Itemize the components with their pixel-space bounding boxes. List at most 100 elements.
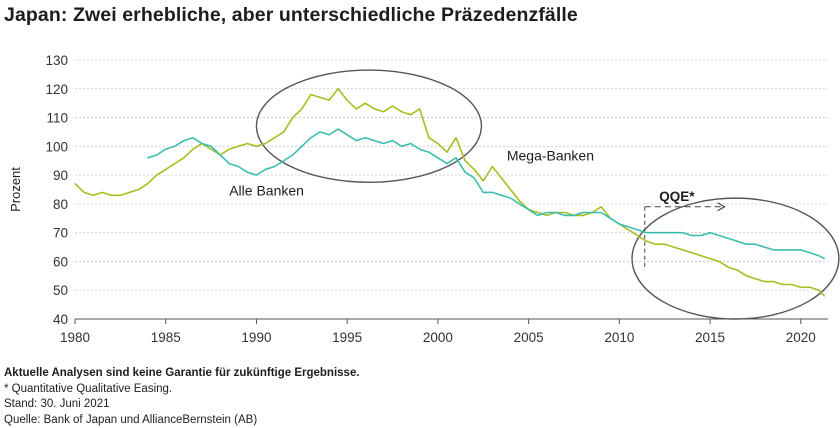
data-point-mega-banken [809, 287, 810, 288]
data-point-alle-banken [147, 157, 148, 158]
x-tick-label: 2005 [514, 330, 544, 345]
series-label-mega-banken: Mega-Banken [507, 148, 594, 164]
data-point-mega-banken [129, 192, 130, 193]
data-point-alle-banken [374, 140, 375, 141]
data-point-alle-banken [537, 215, 538, 216]
x-tick-label: 2000 [423, 330, 453, 345]
data-point-mega-banken [737, 269, 738, 270]
data-point-mega-banken [646, 241, 647, 242]
data-point-alle-banken [655, 232, 656, 233]
data-point-mega-banken [392, 105, 393, 106]
data-point-alle-banken [573, 215, 574, 216]
data-point-mega-banken [283, 131, 284, 132]
data-point-mega-banken [709, 258, 710, 259]
data-point-alle-banken [419, 149, 420, 150]
data-point-mega-banken [93, 195, 94, 196]
data-point-mega-banken [265, 143, 266, 144]
data-point-alle-banken [455, 157, 456, 158]
data-point-mega-banken [582, 215, 583, 216]
data-point-alle-banken [791, 249, 792, 250]
data-point-alle-banken [274, 166, 275, 167]
data-point-alle-banken [183, 140, 184, 141]
x-tick-label: 1985 [151, 330, 181, 345]
data-point-mega-banken [446, 151, 447, 152]
data-point-mega-banken [800, 287, 801, 288]
x-tick-label: 1980 [60, 330, 90, 345]
data-point-alle-banken [365, 137, 366, 138]
data-point-mega-banken [347, 100, 348, 101]
data-point-mega-banken [174, 163, 175, 164]
data-point-alle-banken [465, 172, 466, 173]
y-tick-label: 50 [53, 283, 68, 298]
data-point-alle-banken [646, 232, 647, 233]
data-point-alle-banken [592, 212, 593, 213]
data-point-alle-banken [773, 249, 774, 250]
data-point-alle-banken [673, 232, 674, 233]
data-point-alle-banken [201, 143, 202, 144]
data-point-mega-banken [74, 183, 75, 184]
data-point-mega-banken [319, 97, 320, 98]
series-line-mega-banken [75, 89, 824, 296]
data-point-alle-banken [501, 195, 502, 196]
data-point-alle-banken [764, 246, 765, 247]
data-point-mega-banken [483, 180, 484, 181]
data-point-alle-banken [165, 149, 166, 150]
data-point-alle-banken [156, 154, 157, 155]
data-point-alle-banken [610, 218, 611, 219]
data-point-mega-banken [356, 108, 357, 109]
data-point-alle-banken [619, 223, 620, 224]
y-tick-label: 120 [45, 82, 68, 97]
footer-date: Stand: 30. Juni 2021 [4, 397, 360, 413]
data-point-mega-banken [455, 137, 456, 138]
data-point-mega-banken [111, 195, 112, 196]
data-point-mega-banken [165, 169, 166, 170]
data-point-alle-banken [428, 151, 429, 152]
data-point-alle-banken [818, 255, 819, 256]
data-point-alle-banken [328, 134, 329, 135]
series-layer [74, 88, 825, 296]
data-point-alle-banken [700, 235, 701, 236]
y-tick-label: 130 [45, 53, 68, 68]
data-point-alle-banken [256, 175, 257, 176]
data-point-mega-banken [437, 143, 438, 144]
data-point-alle-banken [601, 212, 602, 213]
data-point-mega-banken [601, 206, 602, 207]
data-point-mega-banken [274, 137, 275, 138]
data-point-alle-banken [247, 172, 248, 173]
data-point-mega-banken [310, 94, 311, 95]
data-point-mega-banken [229, 149, 230, 150]
y-tick-label: 40 [53, 312, 68, 327]
data-point-alle-banken [782, 249, 783, 250]
data-point-mega-banken [637, 235, 638, 236]
data-point-alle-banken [383, 143, 384, 144]
gridlines [75, 60, 828, 290]
data-point-alle-banken [310, 137, 311, 138]
data-point-alle-banken [265, 169, 266, 170]
data-point-alle-banken [564, 215, 565, 216]
data-point-mega-banken [655, 244, 656, 245]
data-point-mega-banken [510, 189, 511, 190]
data-point-mega-banken [419, 108, 420, 109]
footer: Aktuelle Analysen sind keine Garantie fü… [4, 366, 360, 428]
x-tick-label: 2020 [786, 330, 816, 345]
data-point-alle-banken [809, 252, 810, 253]
data-point-mega-banken [102, 192, 103, 193]
data-point-alle-banken [682, 232, 683, 233]
data-point-mega-banken [210, 149, 211, 150]
data-point-mega-banken [328, 100, 329, 101]
data-point-alle-banken [664, 232, 665, 233]
data-point-alle-banken [691, 235, 692, 236]
series-label-alle-banken: Alle Banken [229, 182, 304, 198]
data-point-mega-banken [474, 169, 475, 170]
data-point-alle-banken [337, 128, 338, 129]
data-point-alle-banken [755, 244, 756, 245]
data-point-alle-banken [474, 177, 475, 178]
data-point-mega-banken [374, 108, 375, 109]
data-point-mega-banken [782, 284, 783, 285]
y-tick-label: 70 [53, 226, 68, 241]
data-point-alle-banken [446, 163, 447, 164]
data-point-mega-banken [183, 157, 184, 158]
data-point-mega-banken [501, 177, 502, 178]
